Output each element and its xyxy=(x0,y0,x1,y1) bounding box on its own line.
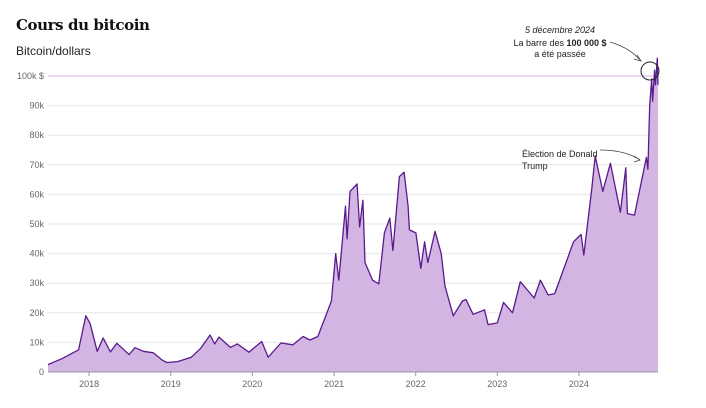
y-tick-labels: 0 10k 20k 30k 40k 50k 60k 70k 80k 90k 100k $ xyxy=(17,71,45,377)
price-line xyxy=(47,57,659,366)
x-tick-label: 2020 xyxy=(242,379,262,389)
election-annotation-line1: Élection de Donald xyxy=(522,149,598,159)
x-tick-labels: 2018 2019 2020 2021 2022 2023 2024 xyxy=(79,379,589,389)
y-tick-label: 30k xyxy=(29,278,44,288)
y-tick-label: 50k xyxy=(29,219,44,229)
y-tick-label: 0 xyxy=(39,367,44,377)
y-tick-label: 60k xyxy=(29,189,44,199)
y-tick-label: 90k xyxy=(29,101,44,111)
x-tick-label: 2022 xyxy=(406,379,426,389)
x-tick-marks xyxy=(88,372,580,376)
y-tick-label: 20k xyxy=(29,308,44,318)
peak-highlight-circle xyxy=(640,61,660,81)
price-area xyxy=(48,58,658,372)
x-tick-label: 2023 xyxy=(487,379,507,389)
y-tick-label: 40k xyxy=(29,249,44,259)
x-tick-label: 2019 xyxy=(161,379,181,389)
election-arrowhead xyxy=(633,155,641,163)
x-tick-label: 2021 xyxy=(324,379,344,389)
chart-subtitle: Bitcoin/dollars xyxy=(16,44,91,58)
peak-annotation-text: La barre des 100 000 $ xyxy=(513,38,606,48)
y-tick-label: 10k xyxy=(29,337,44,347)
chart-title: Cours du bitcoin xyxy=(16,16,150,34)
x-tick-label: 2018 xyxy=(79,379,99,389)
peak-annotation-line3: a été passée xyxy=(534,49,586,59)
y-tick-label: 80k xyxy=(29,130,44,140)
peak-annotation-prefix: La barre des xyxy=(513,38,566,48)
peak-annotation-bold: 100 000 $ xyxy=(567,38,607,48)
peak-annotation-arrow xyxy=(609,41,641,61)
y-tick-label: 100k $ xyxy=(17,71,44,81)
peak-arrowhead xyxy=(633,54,642,62)
election-annotation-arrow xyxy=(599,149,641,161)
peak-annotation-date: 5 décembre 2024 xyxy=(525,25,595,35)
x-tick-label: 2024 xyxy=(569,379,589,389)
election-annotation-line2: Trump xyxy=(522,161,548,171)
y-tick-label: 70k xyxy=(29,160,44,170)
